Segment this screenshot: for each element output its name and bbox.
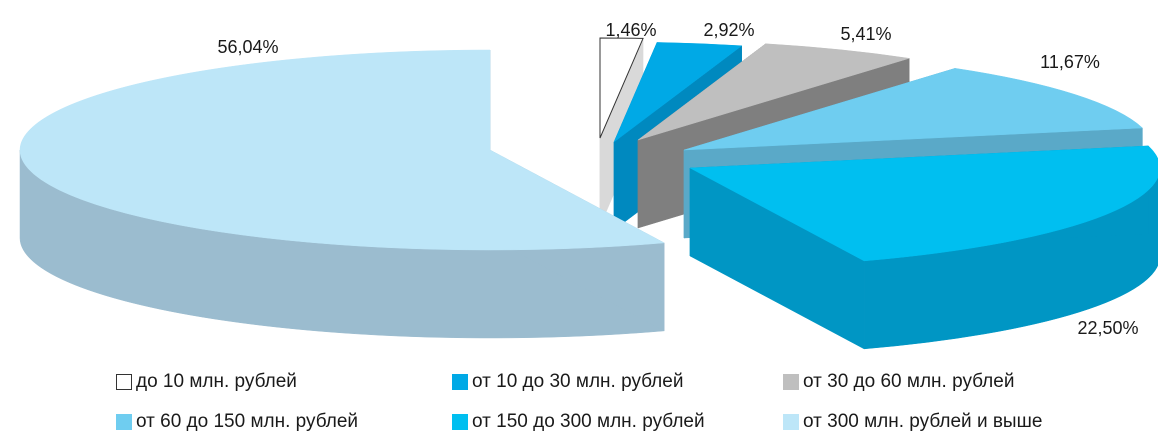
legend-item-6: от 300 млн. рублей и выше	[783, 410, 1042, 434]
slice-value-label-1: 1,46%	[605, 20, 656, 40]
legend-item-1: до 10 млн. рублей	[116, 370, 297, 394]
legend-swatch-4	[116, 414, 132, 430]
legend-label-2: от 10 до 30 млн. рублей	[472, 371, 684, 392]
legend-item-2: от 10 до 30 млн. рублей	[452, 370, 683, 394]
legend-label-1: до 10 млн. рублей	[136, 371, 297, 392]
slice-top-1	[599, 37, 644, 139]
slice-value-label-2: 2,92%	[703, 20, 754, 40]
legend-item-5: от 150 до 300 млн. рублей	[452, 410, 705, 434]
slice-value-label-6: 56,04%	[217, 37, 278, 57]
legend-label-6: от 300 млн. рублей и выше	[803, 411, 1043, 432]
pie-tops	[19, 37, 1158, 262]
slice-value-label-3: 5,41%	[840, 24, 891, 44]
slice-top-2	[613, 42, 743, 143]
legend-item-4: от 60 до 150 млн. рублей	[116, 410, 358, 434]
legend-label-3: от 30 до 60 млн. рублей	[803, 371, 1015, 392]
legend-label-4: от 60 до 150 млн. рублей	[136, 411, 359, 432]
legend-swatch-3	[783, 374, 799, 390]
chart-legend: до 10 млн. рублей от 10 до 30 млн. рубле…	[0, 360, 1158, 441]
slice-top-6	[19, 49, 665, 251]
legend-swatch-2	[452, 374, 468, 390]
legend-swatch-6	[783, 414, 799, 430]
slice-value-label-5: 22,50%	[1077, 318, 1138, 338]
legend-swatch-5	[452, 414, 468, 430]
slice-value-label-4: 11,67%	[1040, 52, 1100, 72]
legend-item-3: от 30 до 60 млн. рублей	[783, 370, 1014, 394]
slice-top-3	[637, 43, 910, 141]
legend-swatch-1	[116, 374, 132, 390]
slice-top-5	[689, 145, 1158, 262]
legend-label-5: от 150 до 300 млн. рублей	[472, 411, 705, 432]
slice-top-4	[683, 68, 1144, 151]
pie-chart: 1,46% 2,92% 5,41% 11,67% 22,50% 56,04%	[19, 20, 1158, 350]
pie-labels: 1,46% 2,92% 5,41% 11,67% 22,50% 56,04%	[217, 20, 1138, 338]
